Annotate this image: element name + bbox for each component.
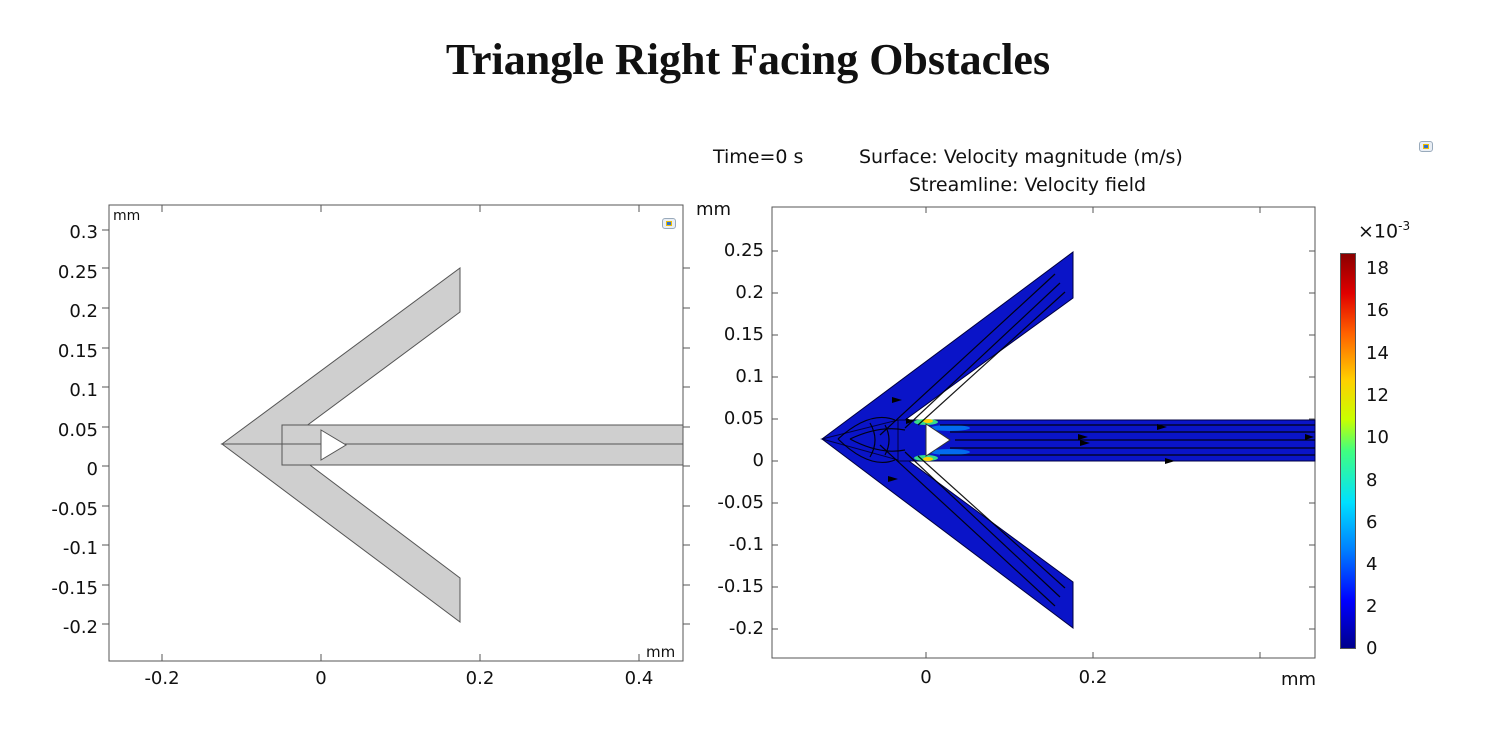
right-x-tick-label: 0 (920, 667, 932, 688)
colorbar (1340, 253, 1356, 649)
right-tick-marks (772, 207, 1315, 658)
streamline-arrows (888, 397, 1314, 482)
figure-title: Triangle Right Facing Obstacles (445, 35, 1051, 84)
left-y-unit: mm (113, 208, 141, 224)
left-y-tick-label: 0.3 (69, 222, 98, 243)
right-triangle-obstacle (925, 423, 951, 457)
colorbar-tick-label: 8 (1366, 470, 1378, 491)
right-header-time: Time=0 s (713, 146, 804, 168)
streamlines (837, 273, 1315, 607)
left-y-tick-label: -0.05 (51, 499, 98, 520)
left-y-tick-marks (102, 229, 690, 625)
right-y-tick-label: -0.2 (728, 618, 764, 639)
right-y-tick-label: -0.1 (728, 534, 764, 555)
left-y-tick-label: -0.15 (51, 578, 98, 599)
right-x-tick-label: 0.2 (1078, 667, 1108, 688)
left-y-tick-label: 0.25 (57, 262, 98, 283)
left-y-tick-label: 0.15 (57, 341, 98, 362)
left-x-tick-label: 0 (315, 668, 327, 689)
right-y-tick-label: 0.2 (735, 282, 764, 303)
colorbar-tick-label: 16 (1366, 300, 1389, 321)
left-y-tick-label: 0.2 (69, 301, 98, 322)
right-header-surface: Surface: Velocity magnitude (m/s) (859, 146, 1183, 168)
colorbar-tick-label: 14 (1366, 343, 1389, 364)
left-y-tick-label: 0 (86, 459, 98, 480)
left-x-tick-label: 0.4 (624, 668, 654, 689)
left-x-tick-label: -0.2 (144, 668, 180, 689)
colorbar-tick-label: 2 (1366, 596, 1378, 617)
colorbar-tick-label: 12 (1366, 385, 1389, 406)
left-x-unit: mm (646, 643, 676, 661)
left-y-tick-label: 0.05 (57, 420, 98, 441)
left-y-tick-label: -0.1 (62, 538, 98, 559)
right-x-unit: mm (1281, 669, 1317, 690)
right-camera-icon[interactable] (1419, 141, 1433, 152)
right-y-tick-label: 0.1 (735, 366, 764, 387)
colorbar-tick-label: 4 (1366, 554, 1378, 575)
colorbar-multiplier-base: ×10 (1358, 220, 1399, 243)
right-y-tick-label: 0 (752, 450, 764, 471)
velocity-hotspots (914, 419, 970, 461)
right-y-tick-label: 0.25 (723, 240, 764, 261)
right-y-tick-label: 0.05 (723, 408, 764, 429)
left-camera-icon[interactable] (662, 218, 676, 229)
right-y-tick-label: 0.15 (723, 324, 764, 345)
left-geometry (220, 267, 684, 623)
left-channel (281, 424, 684, 466)
left-x-tick-marks (161, 205, 640, 661)
colorbar-tick-label: 6 (1366, 512, 1378, 533)
left-triangle-obstacle (320, 429, 347, 461)
colorbar-tick-label: 10 (1366, 427, 1389, 448)
colorbar-multiplier: ×10-3 (1358, 219, 1410, 242)
right-y-unit: mm (696, 199, 732, 220)
right-y-tick-label: -0.05 (717, 492, 764, 513)
left-x-tick-label: 0.2 (465, 668, 495, 689)
colorbar-multiplier-exp: -3 (1398, 219, 1411, 233)
right-header-streamline: Streamline: Velocity field (909, 174, 1147, 196)
colorbar-tick-label: 0 (1366, 638, 1378, 659)
left-y-tick-label: -0.2 (62, 617, 98, 638)
left-y-tick-label: 0.1 (69, 380, 98, 401)
right-y-tick-label: -0.15 (717, 576, 764, 597)
colorbar-tick-label: 18 (1366, 258, 1389, 279)
